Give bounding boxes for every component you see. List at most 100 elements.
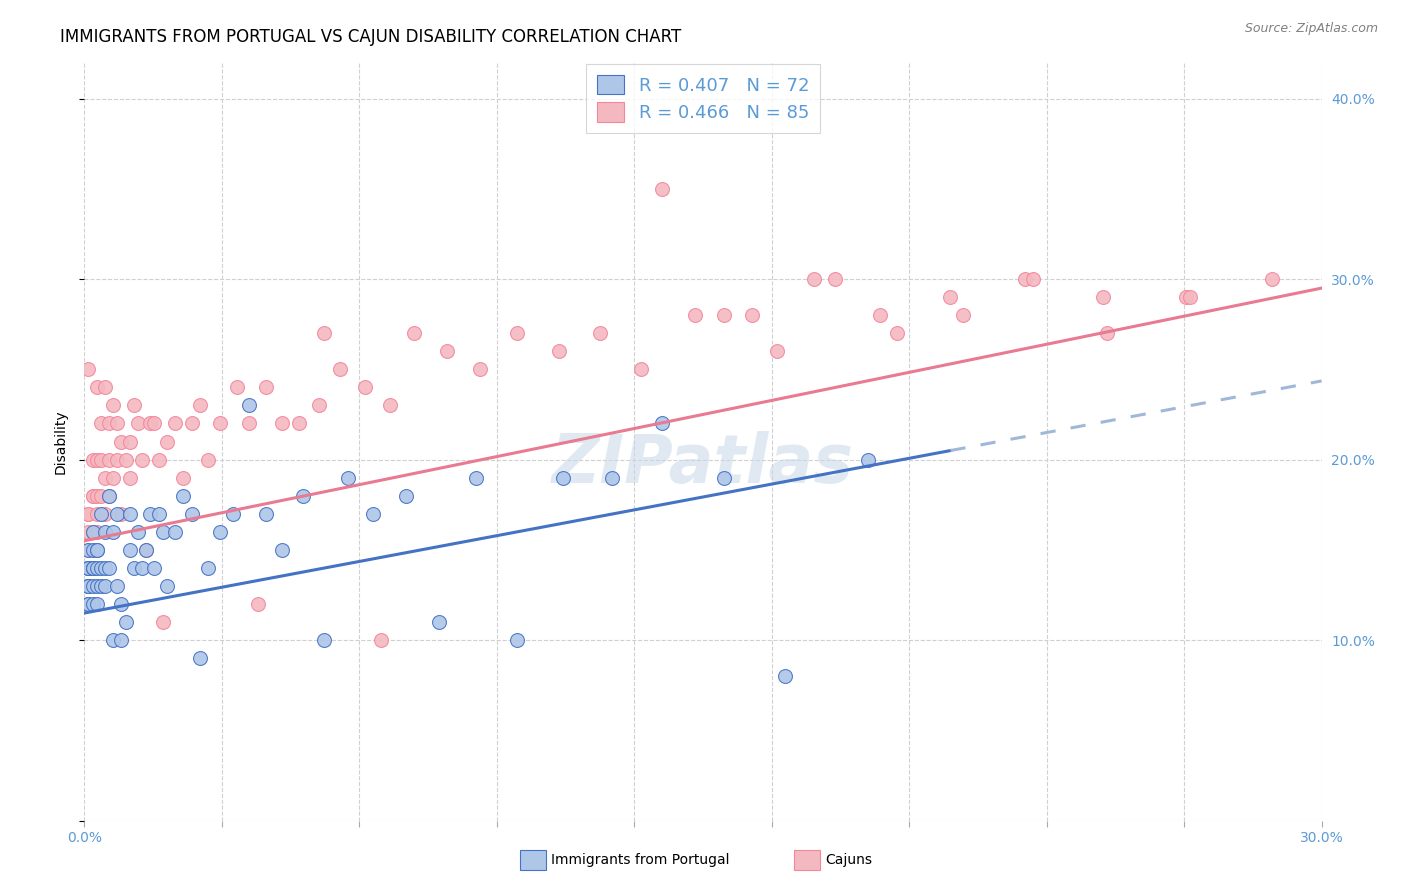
Point [271,417,294,431]
Point [98,489,121,503]
Point [766,344,789,359]
Point [77,524,100,539]
Point [139,507,162,521]
Point [77,561,100,575]
Point [312,326,335,341]
Point [77,561,100,575]
Point [118,507,141,521]
Point [886,326,908,341]
Point [361,507,384,521]
Point [1092,290,1115,304]
Point [436,344,458,359]
Point [105,507,128,521]
Point [172,470,194,484]
Point [135,542,157,557]
Point [465,470,488,484]
Point [77,542,100,557]
Point [1174,290,1197,304]
Point [110,507,132,521]
Point [165,524,187,539]
Point [271,542,294,557]
Point [103,399,125,413]
Point [105,579,128,593]
Point [127,417,149,431]
Point [1014,272,1036,286]
Point [589,326,612,341]
Point [122,561,145,575]
Point [135,542,157,557]
Point [165,417,187,431]
Point [1022,272,1045,286]
Point [395,489,418,503]
Point [86,579,108,593]
Point [143,417,166,431]
Point [148,507,170,521]
Point [226,380,249,394]
Point [118,434,141,449]
Point [110,597,132,611]
Y-axis label: Disability: Disability [53,409,67,474]
Point [172,489,194,503]
Point [82,524,104,539]
Text: ZIPatlas: ZIPatlas [553,432,853,497]
Point [105,417,128,431]
Point [143,561,166,575]
Point [90,417,112,431]
Point [131,452,153,467]
Point [118,470,141,484]
Point [86,489,108,503]
Point [1178,290,1201,304]
Point [952,308,974,322]
Point [114,615,136,629]
Point [110,434,132,449]
Point [82,489,104,503]
Point [82,561,104,575]
Point [506,633,529,648]
Point [470,362,492,376]
Point [103,633,125,648]
Point [90,489,112,503]
Point [152,524,174,539]
Legend: R = 0.407   N = 72, R = 0.466   N = 85: R = 0.407 N = 72, R = 0.466 N = 85 [586,64,820,133]
Point [775,669,797,683]
Point [156,434,179,449]
Point [824,272,846,286]
Point [288,417,311,431]
Point [77,542,100,557]
Point [118,542,141,557]
Point [630,362,652,376]
Point [370,633,392,648]
Point [98,452,121,467]
Point [741,308,763,322]
Point [77,561,100,575]
Point [254,380,277,394]
Point [77,579,100,593]
Point [246,597,269,611]
Point [77,507,100,521]
Point [77,579,100,593]
Point [254,507,277,521]
Point [77,561,100,575]
Point [683,308,706,322]
Point [98,561,121,575]
Point [94,524,117,539]
Point [188,651,211,665]
Point [238,417,260,431]
Point [131,561,153,575]
Point [86,524,108,539]
Point [651,417,673,431]
Point [197,452,219,467]
Point [547,344,569,359]
Point [103,524,125,539]
Point [114,452,136,467]
Point [82,579,104,593]
Point [156,579,179,593]
Point [110,633,132,648]
Point [939,290,962,304]
Point [188,399,211,413]
Text: Cajuns: Cajuns [825,853,872,867]
Point [139,417,162,431]
Point [238,399,260,413]
Point [94,470,117,484]
Point [803,272,825,286]
